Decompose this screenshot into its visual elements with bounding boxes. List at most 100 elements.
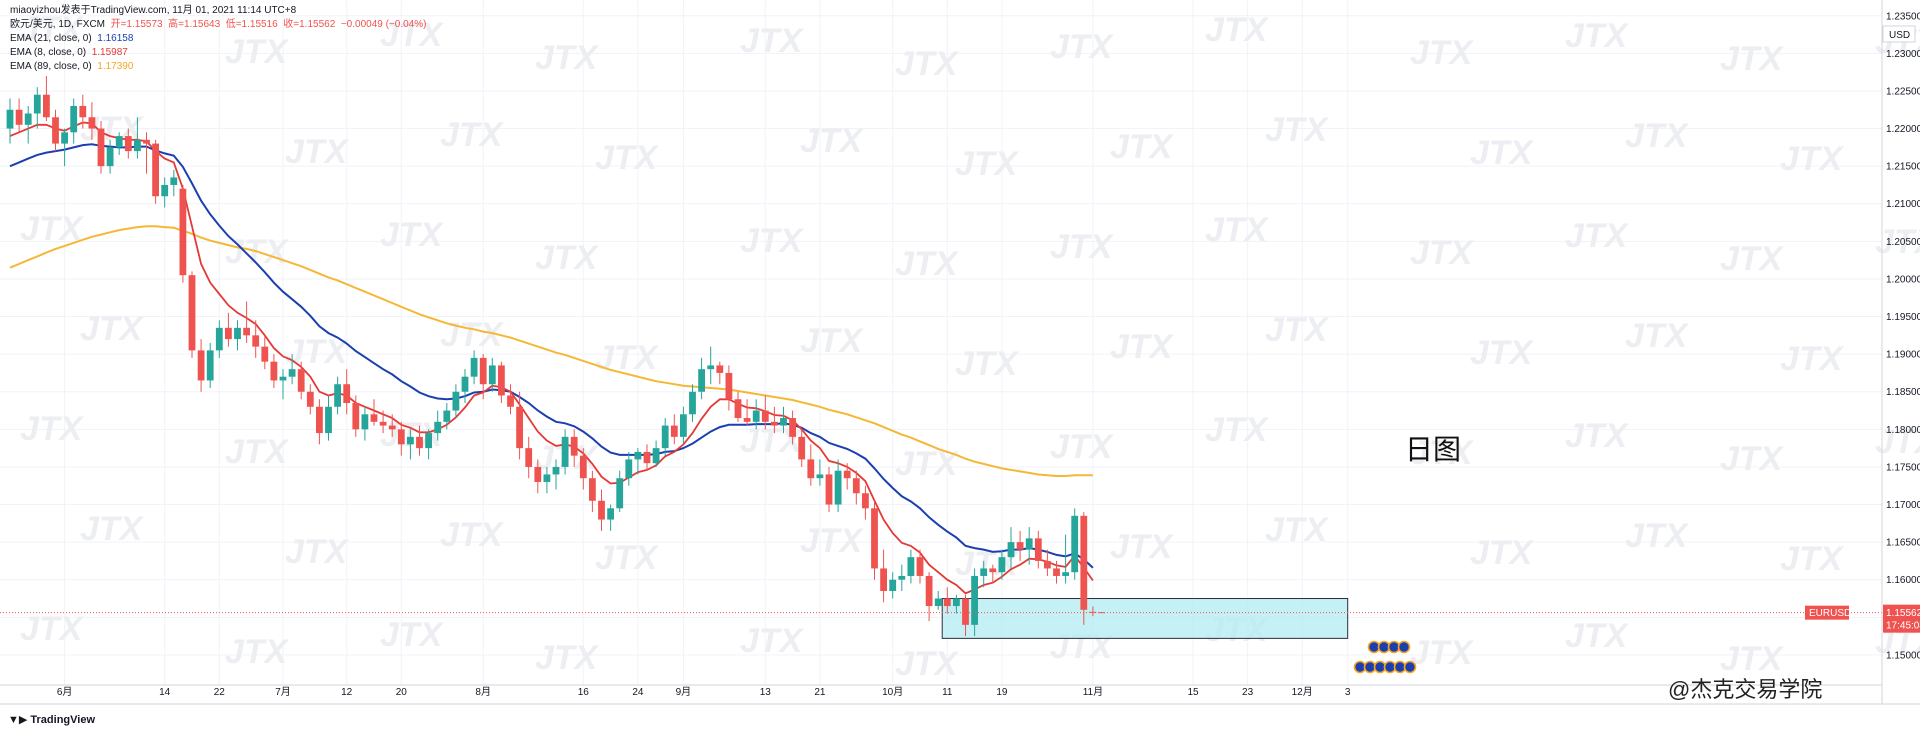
watermark-text: JTX: [800, 322, 865, 360]
candle-down: [725, 365, 733, 411]
watermark-text: JTX: [595, 139, 660, 177]
candle-up: [971, 568, 978, 637]
candle-down: [88, 102, 96, 140]
tradingview-logo-text: TradingView: [30, 714, 95, 726]
candle-body: [179, 188, 187, 276]
candle-up: [1007, 527, 1015, 569]
candle-body: [871, 508, 878, 569]
watermark-text: JTX: [1410, 434, 1475, 472]
candle-body: [188, 275, 196, 351]
candle-up: [443, 403, 451, 430]
candle-up: [652, 440, 660, 467]
watermark-text: JTX: [380, 416, 445, 454]
candle-body: [962, 598, 969, 625]
candle-body: [115, 136, 123, 148]
candle-body: [197, 350, 205, 381]
candle-body: [707, 365, 715, 370]
watermark-text: JTX: [20, 210, 85, 248]
economic-events[interactable]: [1353, 640, 1417, 674]
watermark-text: JTX: [1265, 511, 1330, 549]
candle-up: [898, 564, 906, 592]
ema21-line: [9, 143, 1094, 569]
candle-body: [670, 425, 678, 437]
watermark-text: JTX: [535, 639, 600, 677]
candle-body: [916, 557, 924, 576]
candle-down: [862, 485, 869, 520]
watermark-text: JTX: [1565, 417, 1630, 455]
candle-down: [743, 399, 751, 426]
publish-datetime: 11月 01, 2021 11:14 UTC+8: [172, 5, 297, 16]
watermark-text: JTX: [535, 39, 600, 77]
ema89-legend[interactable]: EMA (89, close, 0) 1.17390: [10, 60, 426, 74]
time-axis[interactable]: 6月 14 22 7月 12 20 8月 16 24 9月 13 21 10月 11 19 11月 15 23 12…: [0, 684, 1920, 705]
candle-up: [215, 320, 223, 358]
watermark-text: JTX: [1265, 111, 1330, 149]
candle-up: [980, 560, 988, 588]
candle-down: [670, 414, 678, 445]
candle-body: [152, 143, 159, 197]
candle-body: [297, 369, 305, 392]
watermark-text: JTX: [1780, 540, 1845, 578]
candle-body: [889, 579, 897, 592]
time-tick-label: 21: [814, 687, 826, 698]
candle-body: [370, 414, 378, 422]
candle-up: [434, 410, 442, 441]
price-axis[interactable]: 1.23500 1.23000 1.22500 1.22000 1.21500 1.210…: [1805, 0, 1920, 704]
candle-down: [761, 395, 769, 430]
ema21-label: EMA (21, close, 0): [10, 33, 92, 44]
ema8-legend[interactable]: EMA (8, close, 0) 1.15987: [10, 46, 426, 60]
candle-down: [252, 320, 260, 358]
candle-body: [1062, 572, 1069, 576]
candle-body: [934, 598, 942, 607]
candle-body: [234, 327, 241, 340]
price-tick-label: 1.21500: [1886, 162, 1920, 173]
tradingview-logo[interactable]: ▼▶ TradingView: [8, 713, 95, 726]
time-tick-label: 15: [1187, 687, 1199, 698]
candle-up: [889, 572, 897, 599]
candle-down: [79, 94, 87, 129]
candle-down: [507, 384, 514, 415]
ema21-path: [9, 143, 1094, 569]
last-price-label: 1.15562: [1886, 608, 1920, 619]
candle-down: [97, 121, 105, 174]
ohlc-line[interactable]: 欧元/美元, 1D, FXCM 开=1.15573 高=1.15643 低=1.…: [10, 18, 426, 32]
price-tick-label: 1.18000: [1886, 425, 1920, 436]
candle-up: [816, 459, 824, 486]
candle-down: [243, 301, 250, 343]
price-tick-label: 1.20000: [1886, 274, 1920, 285]
candle-up: [661, 418, 669, 456]
price-tick-label: 1.22000: [1886, 124, 1920, 135]
candle-down: [43, 75, 50, 122]
candle-body: [862, 493, 869, 509]
candle-up: [361, 406, 369, 441]
candle-down: [871, 500, 878, 580]
candle-body: [70, 105, 78, 133]
candle-up: [1062, 534, 1069, 584]
candle-body: [643, 451, 651, 464]
candle-up: [170, 169, 178, 197]
candle-up: [161, 177, 169, 208]
ema21-legend[interactable]: EMA (21, close, 0) 1.16158: [10, 32, 426, 46]
grid-lines: [0, 0, 1882, 685]
candle-down: [534, 459, 542, 494]
watermark-text: JTX: [1410, 634, 1475, 672]
candle-body: [725, 372, 733, 400]
candle-body: [771, 421, 778, 426]
watermark-text: JTX: [1625, 117, 1690, 155]
support-zone[interactable]: [941, 598, 1349, 639]
candle-body: [834, 470, 842, 505]
time-tick-label: 22: [214, 687, 226, 698]
symbol-line[interactable]: 欧元/美元, 1D, FXCM: [10, 19, 106, 30]
candle-up: [780, 406, 787, 434]
support-zone-rect[interactable]: [941, 598, 1349, 639]
jack-academy-watermark: @杰克交易学院: [1668, 677, 1823, 702]
candle-body: [570, 436, 578, 456]
candle-down: [1034, 530, 1042, 569]
price-tick-label: 1.19500: [1886, 312, 1920, 323]
candle-up: [325, 395, 332, 441]
candle-body: [352, 403, 360, 430]
candle-body: [561, 436, 569, 467]
price-tick-label: 1.21000: [1886, 199, 1920, 210]
price-tick-label: 1.18500: [1886, 387, 1920, 398]
